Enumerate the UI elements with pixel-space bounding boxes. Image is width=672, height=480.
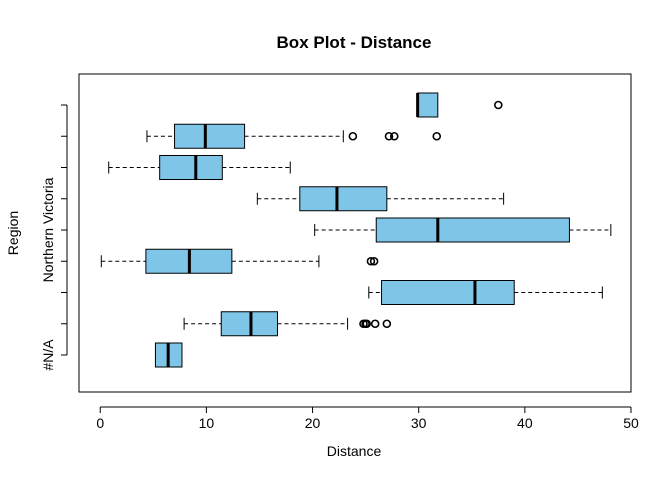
y-tick-label: #N/A — [40, 339, 56, 371]
outlier-point — [369, 256, 379, 266]
plot-frame — [78, 73, 632, 393]
box-group-7 — [146, 123, 442, 149]
box-group-0 — [154, 342, 183, 368]
box-iqr — [174, 123, 246, 149]
boxes-group — [100, 92, 612, 368]
y-tick-label: Northern Victoria — [40, 177, 56, 282]
box-iqr — [381, 280, 515, 305]
box-iqr — [375, 217, 570, 243]
box-group-1 — [183, 311, 392, 337]
box-iqr — [417, 92, 439, 118]
outlier-point — [366, 256, 376, 266]
box-group-2 — [368, 280, 603, 305]
x-tick-label: 50 — [623, 415, 639, 431]
box-iqr — [299, 186, 388, 212]
box-iqr — [159, 155, 223, 180]
y-axis: #N/A Northern Victoria — [40, 104, 68, 371]
box-group-8 — [416, 92, 503, 118]
box-group-6 — [108, 155, 291, 180]
x-axis: 0 10 20 30 40 50 — [96, 406, 639, 431]
x-tick-label: 20 — [305, 415, 321, 431]
outlier-point — [384, 131, 394, 141]
box-group-4 — [314, 217, 612, 243]
outlier-point — [389, 131, 399, 141]
outlier-point — [432, 131, 442, 141]
outlier-point — [348, 131, 358, 141]
box-group-5 — [256, 186, 505, 212]
x-tick-label: 40 — [517, 415, 533, 431]
box-iqr — [220, 311, 279, 337]
x-tick-label: 10 — [199, 415, 215, 431]
outlier-point — [382, 319, 392, 329]
x-tick-label: 30 — [411, 415, 427, 431]
x-axis-label: Distance — [327, 443, 382, 459]
chart-title: Box Plot - Distance — [277, 33, 432, 52]
box-group-3 — [100, 248, 379, 274]
outlier-point — [370, 319, 380, 329]
y-axis-label: Region — [5, 211, 21, 255]
x-tick-label: 0 — [96, 415, 104, 431]
outlier-point — [362, 319, 371, 329]
outlier-point — [494, 100, 503, 110]
